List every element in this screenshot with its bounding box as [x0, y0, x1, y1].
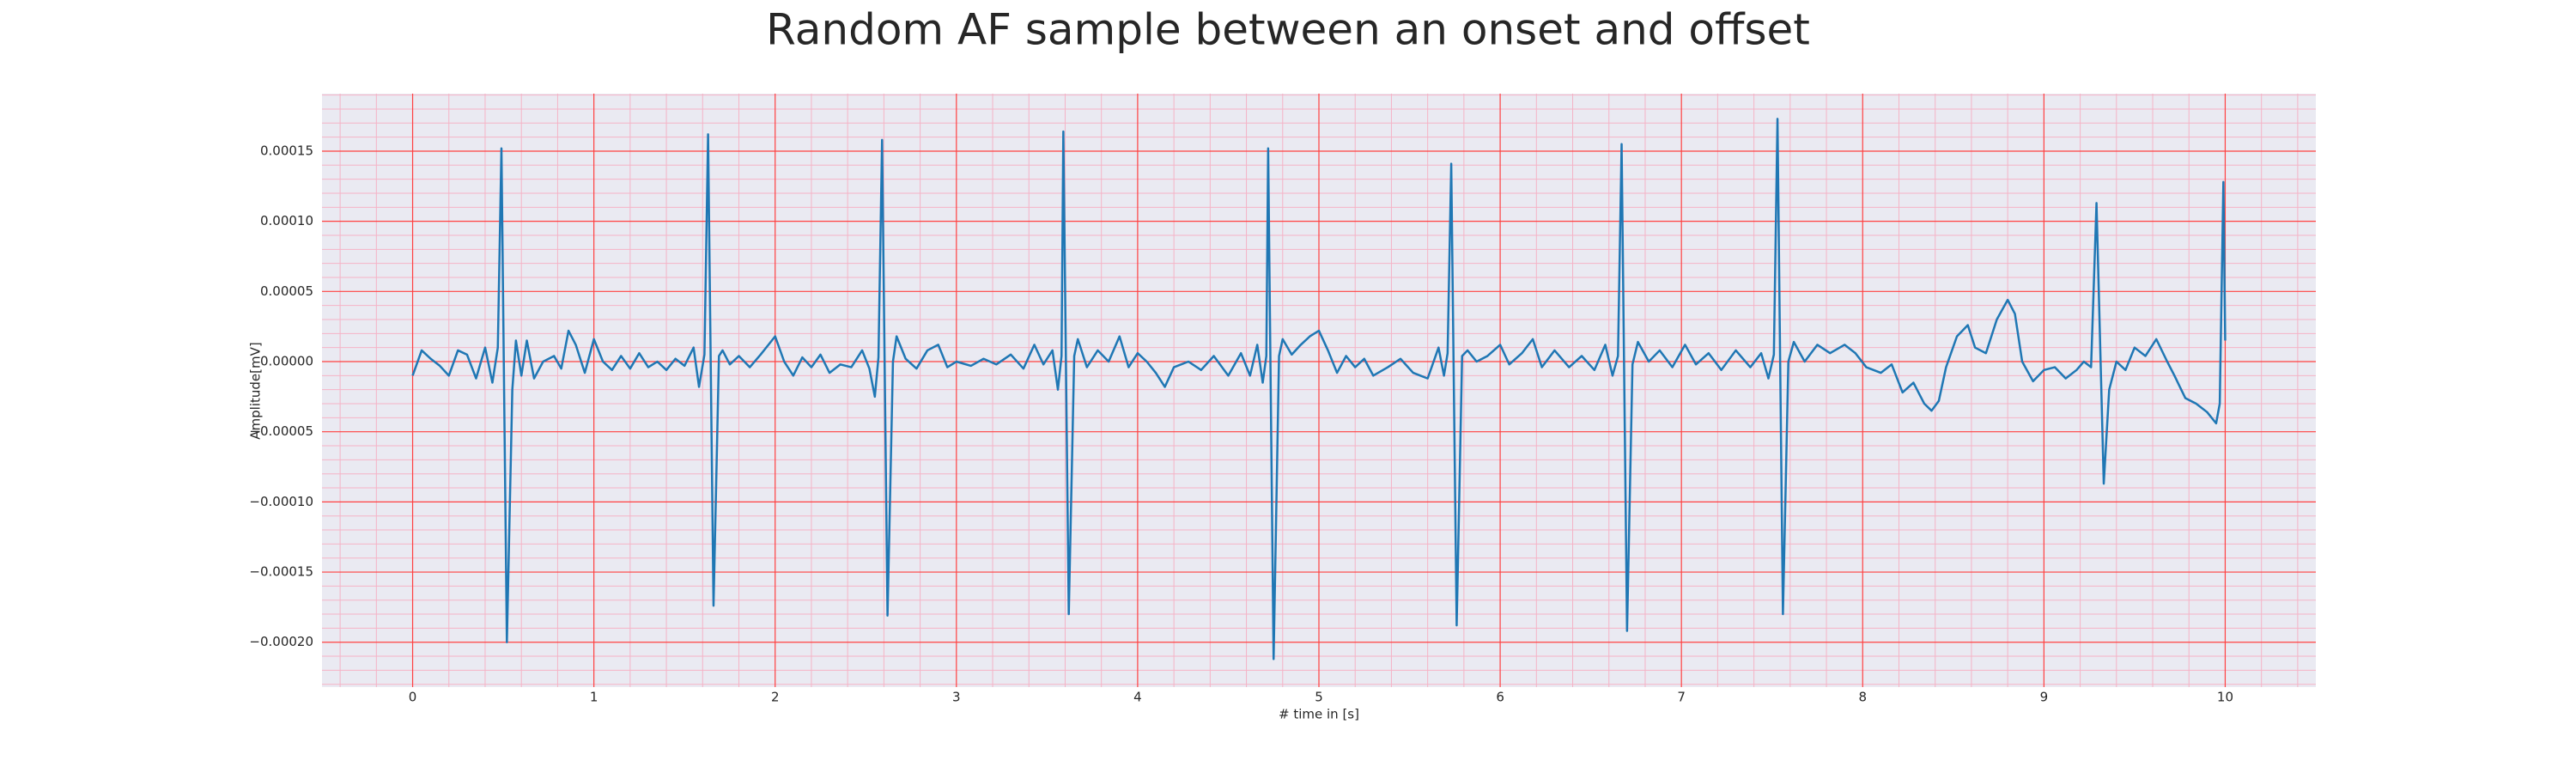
y-tick-label: 0.00005 — [260, 283, 313, 299]
x-tick-label: 0 — [409, 690, 417, 705]
x-tick-label: 4 — [1133, 690, 1142, 705]
x-tick-label: 6 — [1496, 690, 1504, 705]
x-tick-label: 8 — [1858, 690, 1867, 705]
y-axis-label: Amplitude[mV] — [248, 342, 264, 439]
x-tick-label: 3 — [952, 690, 961, 705]
y-tick-label: 0.00000 — [260, 354, 313, 369]
chart-title: Random AF sample between an onset and of… — [766, 5, 1810, 55]
x-tick-label: 1 — [590, 690, 598, 705]
y-tick-label: 0.00010 — [260, 213, 313, 228]
x-tick-label: 10 — [2217, 690, 2233, 705]
x-tick-label: 7 — [1677, 690, 1686, 705]
y-tick-label: −0.00005 — [249, 423, 313, 439]
y-tick-label: −0.00020 — [249, 634, 313, 649]
x-tick-label: 9 — [2040, 690, 2049, 705]
x-axis-label: # time in [s] — [1279, 707, 1359, 722]
y-tick-label: −0.00015 — [249, 564, 313, 580]
y-tick-label: 0.00015 — [260, 143, 313, 158]
signal-line — [411, 118, 2227, 660]
x-tick-label: 5 — [1315, 690, 1323, 705]
x-tick-label: 2 — [771, 690, 780, 705]
y-tick-label: −0.00010 — [249, 494, 313, 509]
